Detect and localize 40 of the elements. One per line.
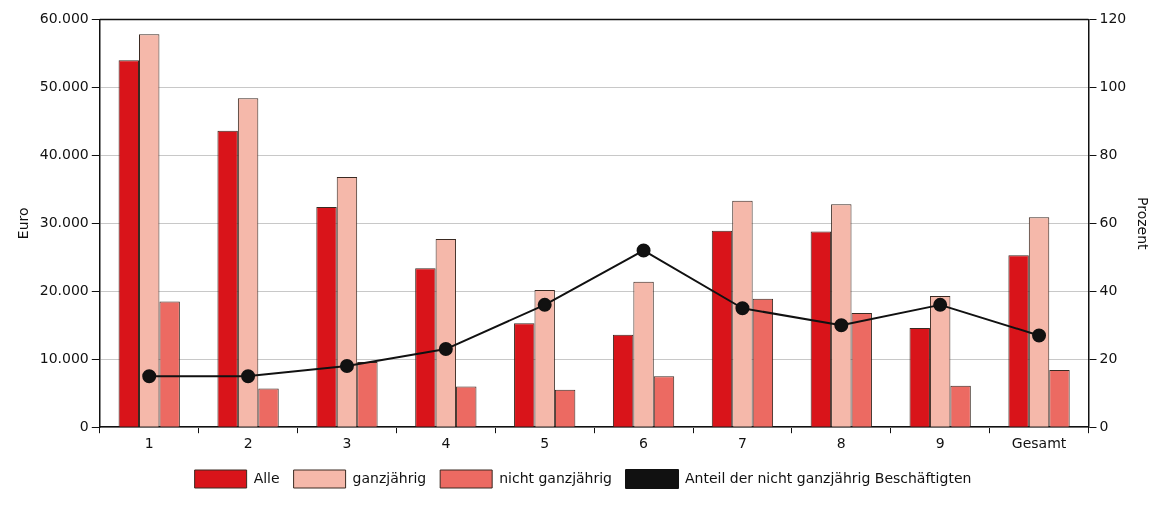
point: [438, 342, 453, 357]
y-tick-label: 50.000: [39, 78, 89, 95]
point: [142, 369, 157, 384]
y2-tick-label: 80: [1099, 145, 1118, 162]
x-tick-label: 8: [836, 435, 846, 452]
y2-tick-label: 100: [1099, 78, 1127, 95]
y-tick-label: 30.000: [39, 213, 89, 230]
point: [1032, 328, 1047, 343]
x-tick-label: 9: [935, 435, 945, 452]
x-tick-label: 5: [540, 435, 550, 452]
point: [339, 359, 354, 374]
y-tick-label: 20.000: [39, 281, 89, 298]
y-axis-title: Euro: [15, 207, 32, 240]
legend-label: Alle: [253, 469, 280, 486]
legend-label: nicht ganzjährig: [499, 469, 613, 486]
y2-axis-title: Prozent: [1134, 197, 1151, 251]
point: [735, 301, 750, 316]
y-tick-label: 40.000: [39, 145, 89, 162]
y-tick-label: 10.000: [39, 349, 89, 366]
y2-tick-label: 60: [1099, 213, 1118, 230]
y2-tick-label: 40: [1099, 281, 1118, 298]
point: [241, 369, 256, 384]
legend-label: ganzjährig: [352, 469, 427, 486]
y2-tick-label: 20: [1099, 349, 1118, 366]
point: [834, 318, 849, 333]
x-tick-label: 4: [441, 435, 451, 452]
x-tick-label: 6: [639, 435, 649, 452]
y-tick-label: 60.000: [39, 10, 89, 27]
y-tick-label: 0: [79, 417, 89, 434]
y2-tick-label: 0: [1099, 417, 1109, 434]
point: [933, 297, 948, 312]
point: [636, 243, 651, 258]
x-tick-label: 3: [342, 435, 352, 452]
x-tick-label: 2: [243, 435, 253, 452]
x-tick-label: 1: [144, 435, 154, 452]
point: [537, 297, 552, 312]
y2-tick-label: 120: [1099, 10, 1127, 27]
x-tick-label: Gesamt: [1011, 435, 1067, 452]
x-tick-label: 7: [737, 435, 747, 452]
legend-label: Anteil der nicht ganzjährig Beschäftigten: [685, 469, 972, 486]
